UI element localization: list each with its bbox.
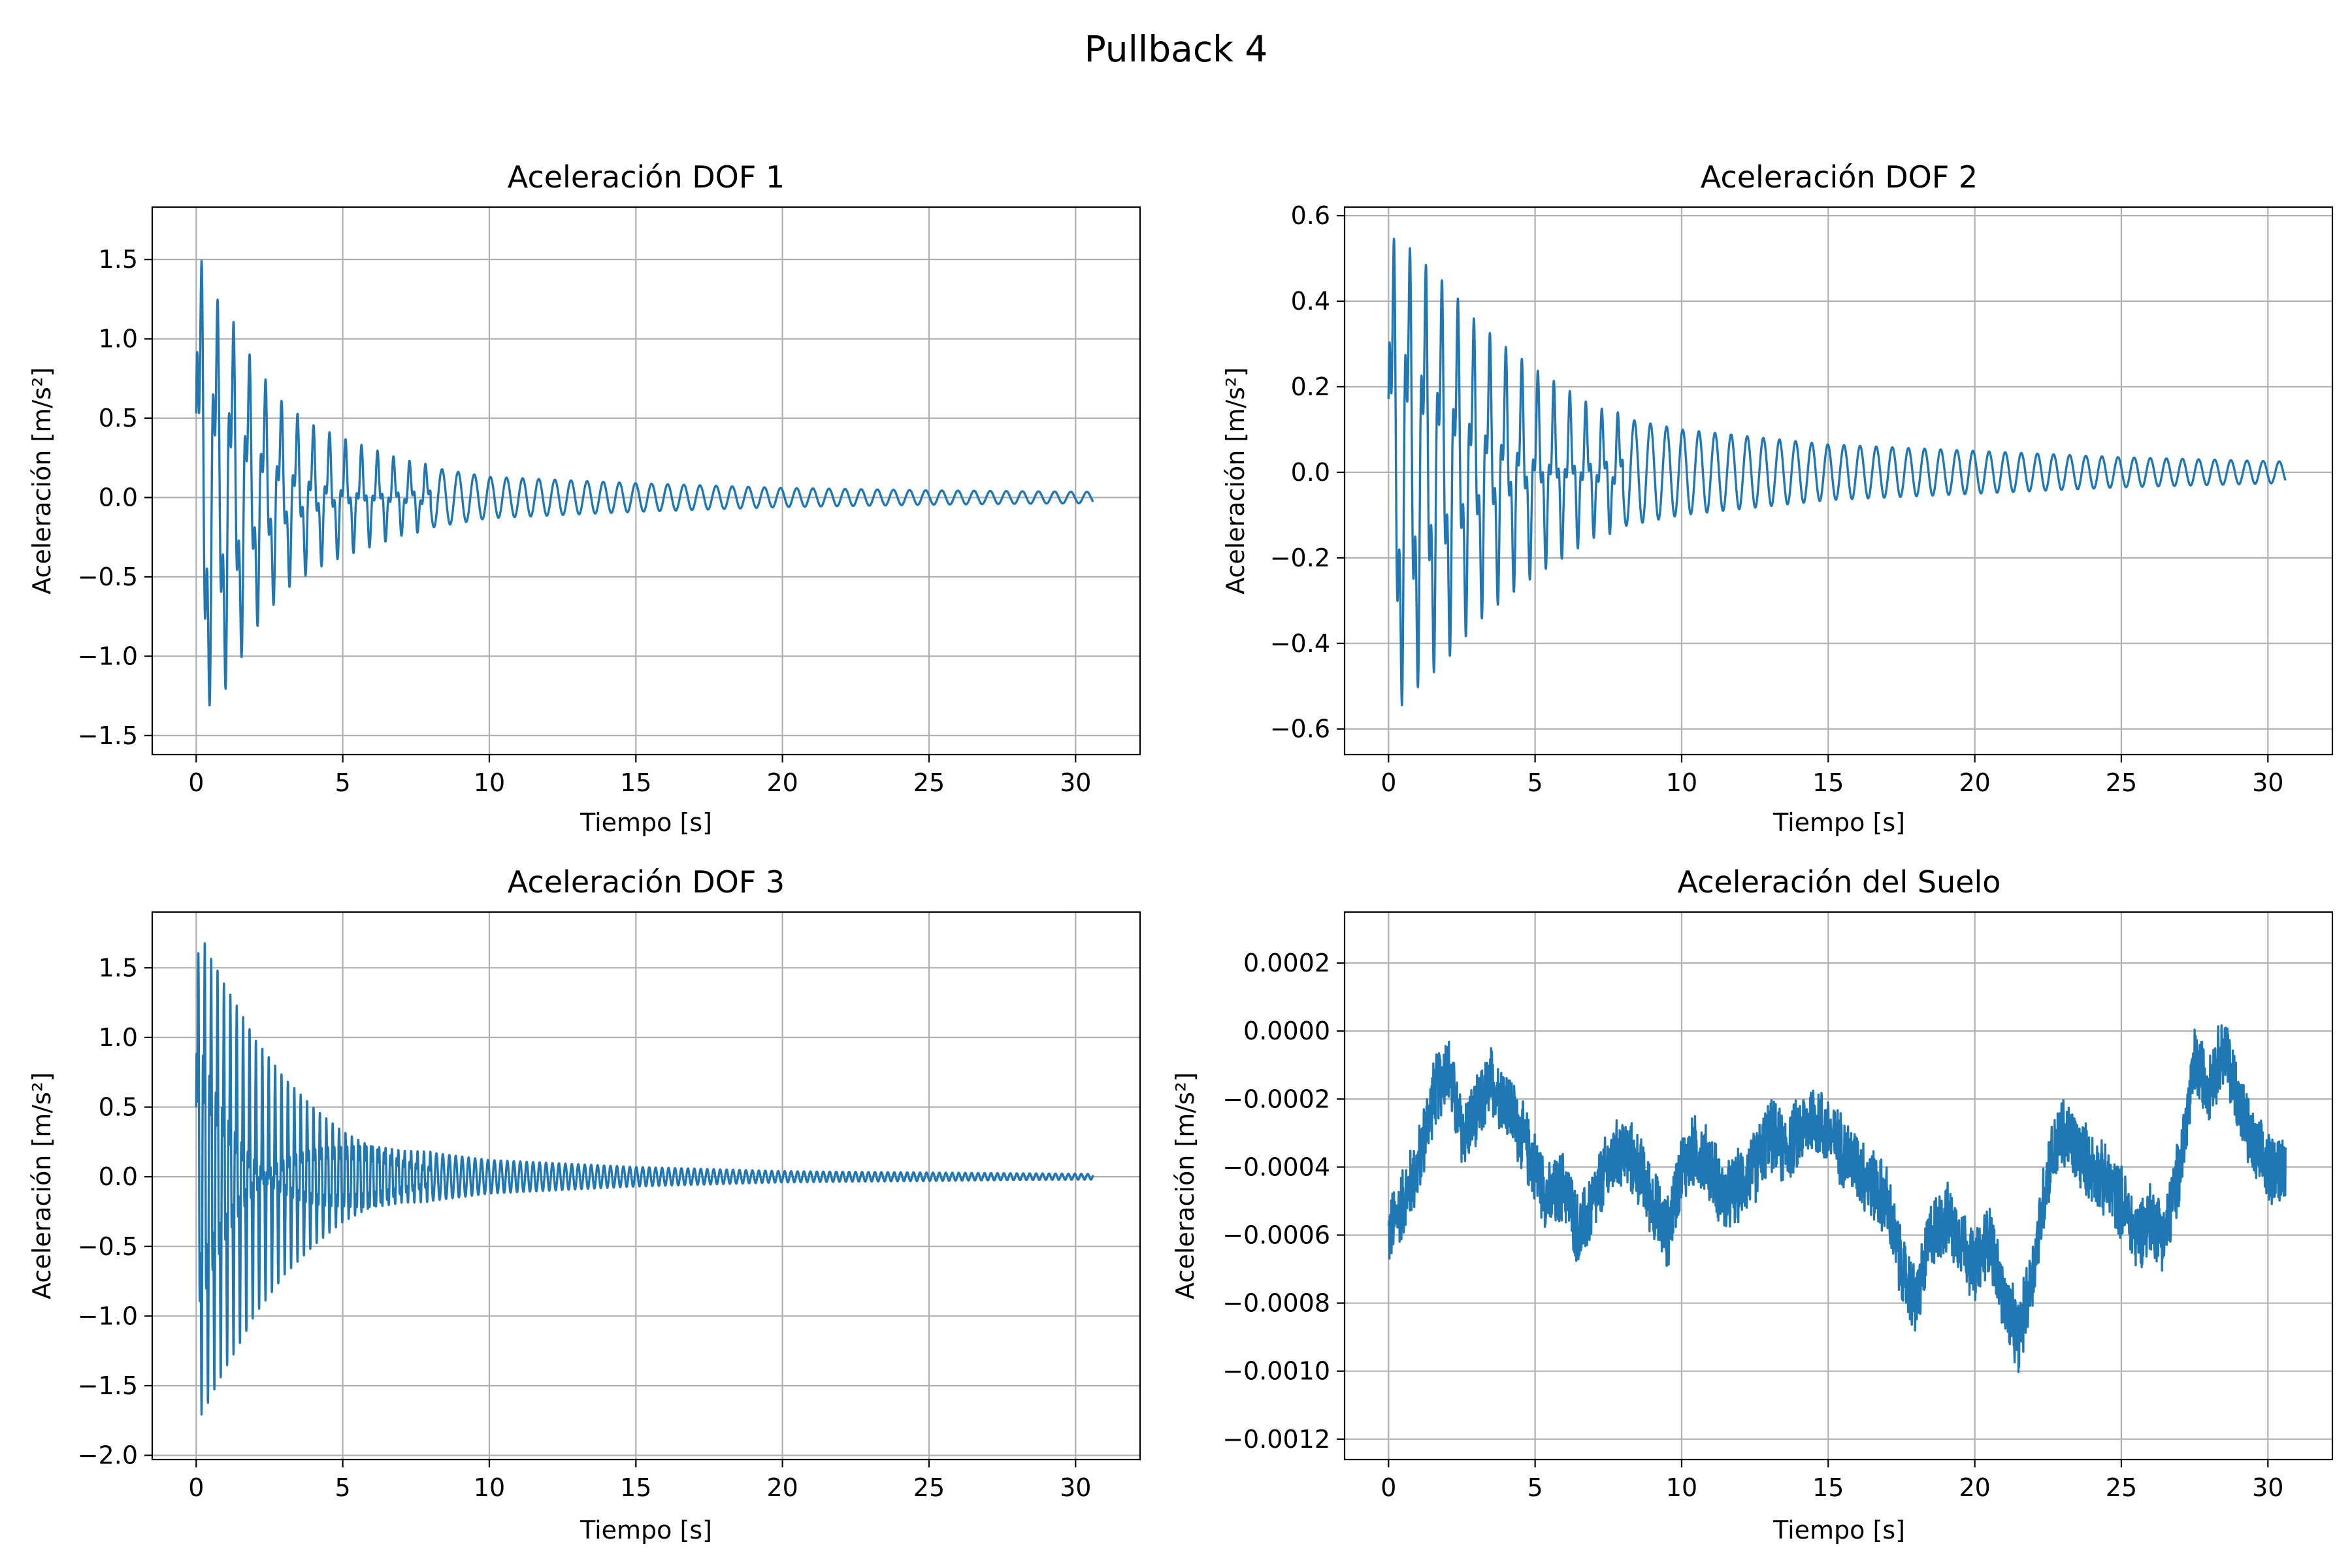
subplot-ground: Aceleración del Suelo 0 5 10 15 20 25 30 −0.001… xyxy=(1171,864,2334,1544)
y-tick-label: 1.0 xyxy=(99,1023,138,1052)
x-tick-label: 25 xyxy=(2106,1473,2137,1502)
y-tick-label: −1.0 xyxy=(78,1301,138,1330)
x-tick-label: 0 xyxy=(1380,768,1396,797)
x-tick-label: 10 xyxy=(474,1473,505,1502)
x-tick-label: 25 xyxy=(913,768,945,797)
subplot-title: Aceleración DOF 1 xyxy=(508,159,785,195)
y-tick-label: −2.0 xyxy=(78,1441,138,1470)
x-tick-label: 5 xyxy=(335,1473,351,1502)
x-tick-label: 20 xyxy=(766,1473,798,1502)
x-tick-label: 20 xyxy=(766,768,798,797)
plot-frame xyxy=(151,911,1141,1461)
y-tick-label: 0.6 xyxy=(1291,201,1330,230)
x-tick-label: 10 xyxy=(1666,768,1697,797)
y-tick-label: −0.6 xyxy=(1270,715,1330,743)
x-tick-label: 5 xyxy=(1527,1473,1543,1502)
y-tick-label: 0.0002 xyxy=(1243,949,1330,977)
tick-labels: 0 5 10 15 20 25 30 −2.0 −1.5 −1.0 −0.5 0.0 0.5 1.0 1.5 xyxy=(78,953,1092,1502)
grid xyxy=(1345,207,2332,755)
x-axis-label: Tiempo [s] xyxy=(1772,808,1905,837)
series-line xyxy=(195,942,1094,1416)
series-line xyxy=(1387,1024,2287,1373)
x-tick-label: 30 xyxy=(1060,768,1091,797)
y-tick-label: 1.5 xyxy=(99,245,138,274)
x-tick-label: 15 xyxy=(620,768,651,797)
y-tick-label: −0.0002 xyxy=(1222,1085,1330,1113)
y-tick-label: 1.0 xyxy=(99,325,138,353)
x-tick-label: 25 xyxy=(913,1473,945,1502)
x-tick-label: 15 xyxy=(1812,768,1844,797)
y-tick-label: 0.0000 xyxy=(1243,1017,1330,1045)
y-axis-label: Aceleración [m/s²] xyxy=(27,1072,56,1299)
series-line xyxy=(195,259,1094,707)
y-tick-label: 0.5 xyxy=(99,404,138,433)
x-tick-label: 20 xyxy=(1959,768,1990,797)
x-tick-label: 0 xyxy=(1380,1473,1396,1502)
y-tick-label: 0.2 xyxy=(1291,372,1330,401)
grid xyxy=(1345,912,2332,1460)
x-tick-label: 30 xyxy=(2252,1473,2283,1502)
y-axis-label: Aceleración [m/s²] xyxy=(1171,1072,1200,1299)
tick-labels: 0 5 10 15 20 25 30 −1.5 −1.0 −0.5 0.0 0.5 1.0 1.5 xyxy=(78,245,1092,797)
x-tick-label: 15 xyxy=(620,1473,651,1502)
subplot-title: Aceleración del Suelo xyxy=(1678,864,2001,900)
x-tick-label: 20 xyxy=(1959,1473,1990,1502)
plot-frame xyxy=(1343,206,2334,756)
y-tick-label: 1.5 xyxy=(99,953,138,982)
x-tick-label: 0 xyxy=(188,1473,204,1502)
figure-suptitle: Pullback 4 xyxy=(1085,28,1268,70)
y-tick-label: −0.0006 xyxy=(1222,1220,1330,1249)
y-axis-label: Aceleración [m/s²] xyxy=(27,367,56,595)
tick-labels: 0 5 10 15 20 25 30 −0.6 −0.4 −0.2 0.0 0.2 0.4 0.6 xyxy=(1270,201,2284,797)
y-tick-label: 0.4 xyxy=(1291,287,1330,316)
y-tick-label: −1.5 xyxy=(78,1371,138,1400)
x-tick-label: 10 xyxy=(1666,1473,1697,1502)
x-tick-label: 30 xyxy=(2252,768,2283,797)
x-tick-label: 30 xyxy=(1060,1473,1091,1502)
y-tick-label: 0.0 xyxy=(1291,458,1330,487)
subplot-title: Aceleración DOF 2 xyxy=(1701,159,1978,195)
y-tick-label: 0.5 xyxy=(99,1093,138,1122)
x-tick-label: 5 xyxy=(335,768,351,797)
y-tick-label: −1.0 xyxy=(78,642,138,670)
x-tick-label: 25 xyxy=(2106,768,2137,797)
y-tick-label: −0.4 xyxy=(1270,629,1330,658)
y-tick-label: 0.0 xyxy=(99,483,138,512)
y-tick-label: −0.0008 xyxy=(1222,1289,1330,1318)
x-tick-label: 15 xyxy=(1812,1473,1844,1502)
y-tick-label: −0.0012 xyxy=(1222,1425,1330,1454)
y-tick-label: −0.5 xyxy=(78,563,138,591)
x-tick-label: 10 xyxy=(474,768,505,797)
grid xyxy=(152,912,1140,1460)
x-axis-label: Tiempo [s] xyxy=(580,808,712,837)
y-tick-label: −1.5 xyxy=(78,721,138,750)
plot-frame xyxy=(151,206,1141,756)
x-axis-label: Tiempo [s] xyxy=(580,1516,712,1544)
y-tick-label: −0.0004 xyxy=(1222,1152,1330,1181)
y-tick-label: 0.0 xyxy=(99,1162,138,1191)
y-tick-label: −0.5 xyxy=(78,1232,138,1261)
y-axis-label: Aceleración [m/s²] xyxy=(1221,367,1250,595)
subplot-dof2: Aceleración DOF 2 0 5 10 15 20 25 30 −0.6 −0.4 −0… xyxy=(1221,159,2334,837)
subplot-dof1: Aceleración DOF 1 0 5 10 15 20 25 30 −1.5 −1.0 −0… xyxy=(27,159,1141,837)
series-line xyxy=(1387,237,2287,707)
subplot-title: Aceleración DOF 3 xyxy=(508,864,785,900)
x-tick-label: 5 xyxy=(1527,768,1543,797)
subplot-dof3: Aceleración DOF 3 0 5 10 15 20 25 30 −2.0 −1.5 −1… xyxy=(27,864,1141,1544)
x-tick-label: 0 xyxy=(188,768,204,797)
tick-labels: 0 5 10 15 20 25 30 −0.0012 −0.0010 −0.0008 −0.0006… xyxy=(1222,949,2283,1502)
plot-frame xyxy=(1343,911,2334,1461)
y-tick-label: −0.2 xyxy=(1270,544,1330,572)
y-tick-label: −0.0010 xyxy=(1222,1357,1330,1386)
x-axis-label: Tiempo [s] xyxy=(1772,1516,1905,1544)
